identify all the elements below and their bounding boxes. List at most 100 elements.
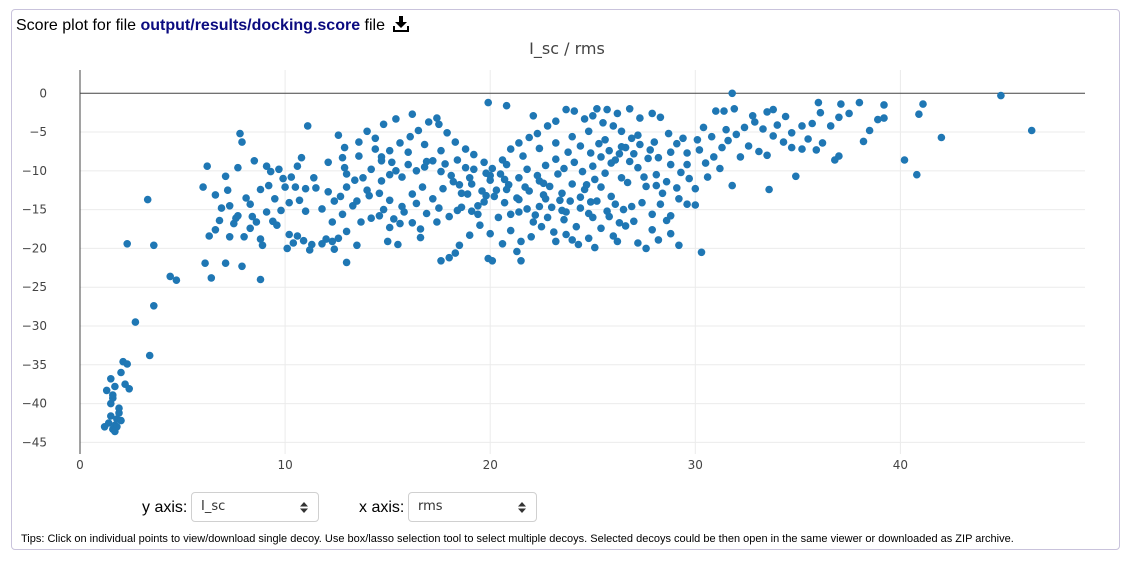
data-point[interactable] bbox=[634, 239, 642, 247]
data-point[interactable] bbox=[392, 115, 400, 123]
data-point[interactable] bbox=[353, 197, 361, 205]
data-point[interactable] bbox=[625, 157, 634, 166]
data-point[interactable] bbox=[107, 375, 115, 383]
data-point[interactable] bbox=[541, 161, 550, 170]
data-point[interactable] bbox=[644, 154, 652, 163]
data-point[interactable] bbox=[642, 244, 650, 253]
data-point[interactable] bbox=[396, 139, 404, 147]
data-point[interactable] bbox=[710, 153, 718, 161]
data-point[interactable] bbox=[262, 162, 271, 170]
data-point[interactable] bbox=[330, 197, 339, 205]
data-point[interactable] bbox=[429, 195, 437, 203]
data-point[interactable] bbox=[359, 174, 367, 182]
data-point[interactable] bbox=[211, 226, 220, 234]
data-point[interactable] bbox=[566, 197, 574, 205]
data-point[interactable] bbox=[398, 173, 406, 181]
data-point[interactable] bbox=[451, 138, 460, 146]
data-point[interactable] bbox=[277, 206, 285, 215]
data-point[interactable] bbox=[422, 157, 431, 166]
data-point[interactable] bbox=[792, 172, 800, 181]
data-point[interactable] bbox=[607, 192, 615, 201]
data-point[interactable] bbox=[217, 204, 226, 212]
data-point[interactable] bbox=[404, 160, 413, 169]
data-point[interactable] bbox=[695, 146, 704, 154]
data-point[interactable] bbox=[408, 219, 417, 227]
data-point[interactable] bbox=[467, 180, 476, 188]
data-point[interactable] bbox=[449, 177, 458, 186]
data-point[interactable] bbox=[539, 179, 548, 188]
data-point[interactable] bbox=[246, 224, 254, 233]
data-point[interactable] bbox=[605, 212, 613, 221]
data-point[interactable] bbox=[394, 240, 402, 249]
data-point[interactable] bbox=[145, 351, 154, 360]
data-point[interactable] bbox=[437, 167, 445, 176]
data-point[interactable] bbox=[400, 208, 408, 216]
data-point[interactable] bbox=[654, 153, 663, 162]
data-point[interactable] bbox=[576, 193, 585, 201]
data-point[interactable] bbox=[515, 139, 523, 147]
data-point[interactable] bbox=[474, 210, 482, 219]
data-point[interactable] bbox=[765, 185, 773, 194]
data-point[interactable] bbox=[586, 149, 595, 157]
data-point[interactable] bbox=[467, 207, 476, 215]
data-point[interactable] bbox=[465, 174, 474, 182]
data-point[interactable] bbox=[211, 191, 220, 199]
data-point[interactable] bbox=[517, 237, 525, 246]
data-point[interactable] bbox=[664, 129, 673, 138]
data-point[interactable] bbox=[355, 138, 363, 146]
data-point[interactable] bbox=[107, 412, 115, 420]
data-point[interactable] bbox=[568, 236, 576, 244]
data-point[interactable] bbox=[666, 148, 675, 156]
data-point[interactable] bbox=[420, 140, 429, 149]
data-point[interactable] bbox=[453, 206, 462, 215]
data-point[interactable] bbox=[831, 156, 839, 164]
data-point[interactable] bbox=[535, 202, 544, 211]
data-point[interactable] bbox=[437, 257, 445, 265]
data-point[interactable] bbox=[279, 174, 287, 183]
data-point[interactable] bbox=[582, 181, 591, 189]
data-point[interactable] bbox=[125, 385, 133, 393]
data-point[interactable] bbox=[388, 158, 396, 167]
data-point[interactable] bbox=[238, 138, 246, 146]
data-point[interactable] bbox=[351, 176, 359, 184]
data-point[interactable] bbox=[367, 165, 376, 174]
data-point[interactable] bbox=[621, 143, 630, 152]
data-point[interactable] bbox=[648, 210, 656, 219]
data-point[interactable] bbox=[385, 146, 394, 155]
data-point[interactable] bbox=[593, 105, 601, 113]
data-point[interactable] bbox=[568, 180, 576, 188]
data-point[interactable] bbox=[728, 89, 736, 98]
data-point[interactable] bbox=[328, 218, 337, 226]
data-point[interactable] bbox=[865, 126, 874, 135]
data-point[interactable] bbox=[271, 195, 279, 203]
data-point[interactable] bbox=[697, 248, 706, 257]
data-point[interactable] bbox=[722, 125, 730, 134]
data-point[interactable] bbox=[529, 112, 538, 120]
data-point[interactable] bbox=[262, 208, 271, 216]
data-point[interactable] bbox=[677, 168, 685, 177]
data-point[interactable] bbox=[412, 167, 421, 175]
data-point[interactable] bbox=[560, 215, 568, 224]
data-point[interactable] bbox=[248, 212, 257, 221]
data-point[interactable] bbox=[117, 368, 125, 377]
data-point[interactable] bbox=[751, 118, 759, 126]
data-point[interactable] bbox=[238, 262, 246, 271]
data-point[interactable] bbox=[654, 236, 663, 244]
data-point[interactable] bbox=[365, 191, 374, 200]
data-point[interactable] bbox=[375, 189, 384, 198]
data-point[interactable] bbox=[584, 127, 593, 136]
data-point[interactable] bbox=[371, 134, 380, 143]
data-point[interactable] bbox=[412, 199, 421, 208]
data-point[interactable] bbox=[486, 229, 495, 238]
data-point[interactable] bbox=[773, 121, 782, 129]
data-point[interactable] bbox=[675, 195, 683, 203]
data-point[interactable] bbox=[234, 212, 242, 220]
data-point[interactable] bbox=[506, 145, 515, 153]
data-point[interactable] bbox=[937, 133, 946, 142]
data-point[interactable] bbox=[787, 143, 796, 152]
data-point[interactable] bbox=[392, 167, 400, 175]
data-point[interactable] bbox=[552, 237, 560, 246]
data-point[interactable] bbox=[691, 201, 700, 209]
data-point[interactable] bbox=[441, 160, 449, 168]
data-point[interactable] bbox=[225, 233, 234, 241]
